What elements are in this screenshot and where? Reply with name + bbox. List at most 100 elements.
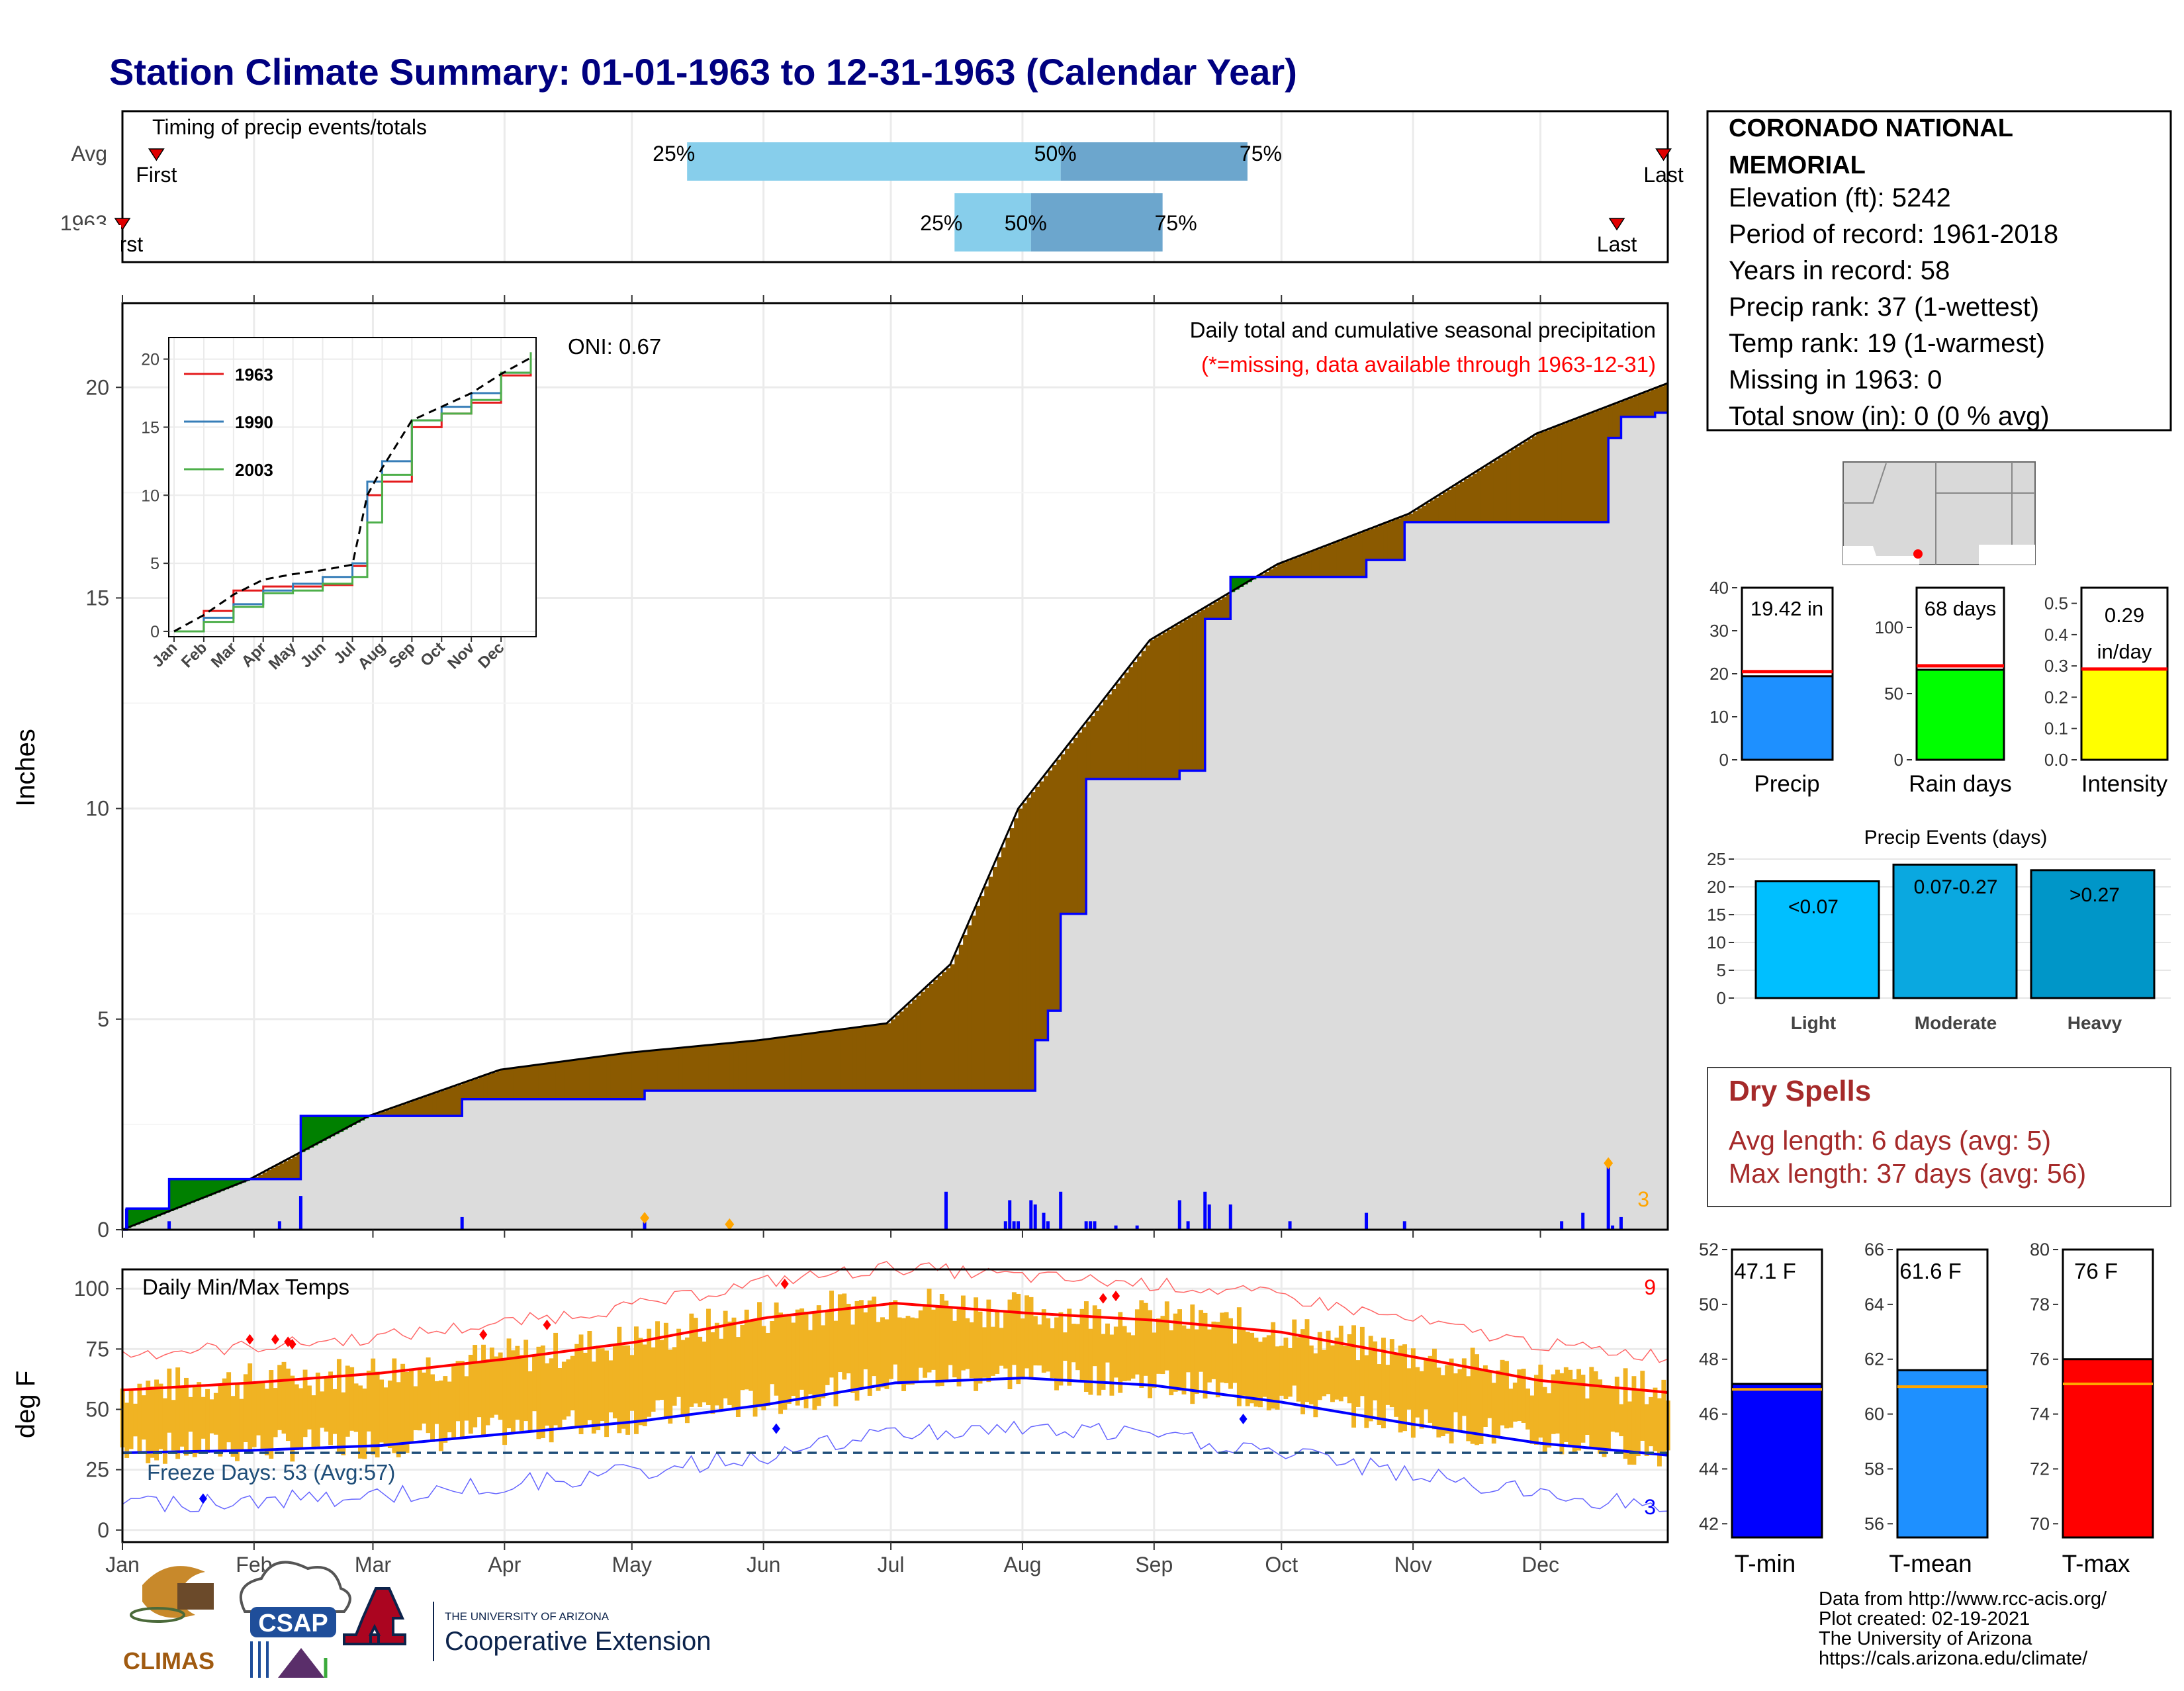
deficit-segment <box>580 1059 586 1099</box>
summary-bars: 0 10 20 30 40 0 50 100 0.0 0.1 0.2 0.3 0.4 0.5 19.42 i… <box>1709 578 2169 797</box>
daily-temp-bar <box>1623 1368 1628 1459</box>
daily-temp-bar <box>786 1314 792 1404</box>
daily-temp-bar <box>1533 1375 1539 1445</box>
precip-bar-label: Precip <box>1754 771 1819 797</box>
daily-temp-bar <box>1279 1346 1284 1396</box>
tmin-bar-label: T-min <box>1735 1550 1796 1577</box>
temp-bar-tick-label: 44 <box>1699 1459 1719 1479</box>
dry-spells-max: Max length: 37 days (avg: 56) <box>1729 1158 2086 1189</box>
daily-temp-bar <box>1271 1322 1276 1409</box>
surplus-segment <box>173 1179 178 1210</box>
surplus-segment <box>169 1179 174 1211</box>
station-precip-rank: Precip rank: 37 (1-wettest) <box>1729 293 2039 322</box>
deficit-segment <box>598 1056 603 1099</box>
deficit-segment <box>772 1038 777 1091</box>
daily-temp-bar <box>791 1322 796 1396</box>
deficit-segment <box>1451 486 1456 522</box>
daily-temp-bar <box>1589 1367 1594 1448</box>
temp-bar-tick-label: 76 <box>2030 1349 2050 1369</box>
deficit-segment <box>462 1083 467 1099</box>
inset-x-tick-label: Mar <box>208 639 240 671</box>
tmax-bar-value: 76 F <box>2074 1259 2118 1283</box>
daily-temp-bar <box>371 1358 376 1455</box>
deficit-segment <box>292 1156 297 1179</box>
deficit-segment <box>525 1066 531 1099</box>
daily-temp-bar <box>260 1382 265 1449</box>
daily-temp-bar <box>1304 1319 1310 1402</box>
dry-spells: Dry Spells Avg length: 6 days (avg: 5) M… <box>1707 1067 2171 1207</box>
deficit-segment <box>1413 511 1418 522</box>
daily-temp-bar <box>1257 1342 1263 1408</box>
daily-temp-bar <box>1563 1367 1569 1442</box>
mini-bar-tick-label: 10 <box>1709 707 1729 727</box>
deficit-segment <box>751 1040 756 1091</box>
deficit-segment <box>1506 452 1512 522</box>
deficit-segment <box>1001 847 1006 1091</box>
daily-temp-bar <box>1317 1332 1322 1400</box>
daily-temp-bar <box>1529 1395 1535 1444</box>
record-low-marker <box>772 1423 780 1434</box>
daily-temp-bar <box>1334 1338 1340 1400</box>
surplus-segment <box>144 1209 149 1222</box>
temp-bar-tick-label: 56 <box>1864 1514 1884 1533</box>
daily-temp-bar <box>1020 1318 1025 1379</box>
daily-temp-bar <box>1003 1312 1008 1369</box>
timing-first-label: First <box>136 163 177 187</box>
deficit-segment <box>627 1052 633 1099</box>
daily-temp-bar <box>222 1378 227 1451</box>
deficit-segment <box>500 1070 505 1099</box>
daily-temp-bar <box>752 1320 758 1417</box>
daily-temp-bar <box>846 1303 851 1374</box>
deficit-segment <box>1408 514 1414 522</box>
daily-precip-bar <box>643 1221 647 1230</box>
deficit-segment <box>1527 439 1533 522</box>
daily-temp-bar <box>1517 1369 1522 1422</box>
surplus-segment <box>203 1179 208 1198</box>
raindays-bar-label: Rain days <box>1909 771 2012 797</box>
deficit-segment <box>835 1030 841 1091</box>
daily-temp-bar <box>451 1365 457 1440</box>
daily-temp-bar <box>986 1299 991 1383</box>
deficit-segment <box>1523 441 1528 522</box>
mini-bar-fill <box>2080 668 2169 761</box>
record-precip-marker <box>1604 1157 1614 1169</box>
timing-last-marker <box>1608 218 1625 231</box>
deficit-segment <box>415 1099 420 1117</box>
daily-temp-bar <box>761 1326 766 1410</box>
surplus-segment <box>195 1179 200 1201</box>
station-snow: Total snow (in): 0 (0 % avg) <box>1729 402 2050 431</box>
deficit-segment <box>1574 419 1579 522</box>
daily-temp-bar <box>1083 1301 1089 1392</box>
intensity-bar-value-unit: in/day <box>2097 640 2152 663</box>
month-x-axis: Jan Feb Mar Apr May Jun Jul Aug Sep Oct Nov Dec <box>105 1542 1559 1577</box>
daily-temp-bar <box>850 1324 856 1393</box>
deficit-segment <box>1294 557 1299 577</box>
inset-x-tick-label: Jun <box>297 639 330 671</box>
daily-temp-bar <box>192 1386 197 1457</box>
events-y-tick-label: 15 <box>1707 905 1726 925</box>
daily-temp-bar <box>1071 1324 1076 1363</box>
deficit-segment <box>1269 569 1274 577</box>
daily-precip-bar <box>1017 1221 1021 1230</box>
deficit-segment <box>1069 743 1074 914</box>
deficit-segment <box>585 1058 590 1099</box>
daily-temp-bar <box>332 1389 338 1434</box>
daily-temp-bar <box>935 1305 940 1387</box>
daily-temp-bar <box>1088 1328 1093 1395</box>
daily-temp-bar <box>990 1326 995 1376</box>
daily-temp-bar <box>604 1350 609 1438</box>
daily-temp-bar <box>858 1300 864 1390</box>
daily-temp-bar <box>1364 1355 1369 1428</box>
daily-temp-bar <box>455 1361 461 1422</box>
deficit-segment <box>475 1078 480 1099</box>
daily-temp-bar <box>1181 1325 1187 1394</box>
mini-bar-tick-label: 50 <box>1884 684 1903 704</box>
daily-temp-bar <box>710 1332 715 1414</box>
timing-q25-label: 25% <box>920 211 962 235</box>
month-tick-label: Dec <box>1522 1553 1559 1577</box>
daily-temp-bar <box>438 1380 443 1451</box>
deficit-segment <box>623 1053 628 1099</box>
deficit-segment <box>640 1051 645 1099</box>
deficit-segment <box>594 1057 599 1099</box>
